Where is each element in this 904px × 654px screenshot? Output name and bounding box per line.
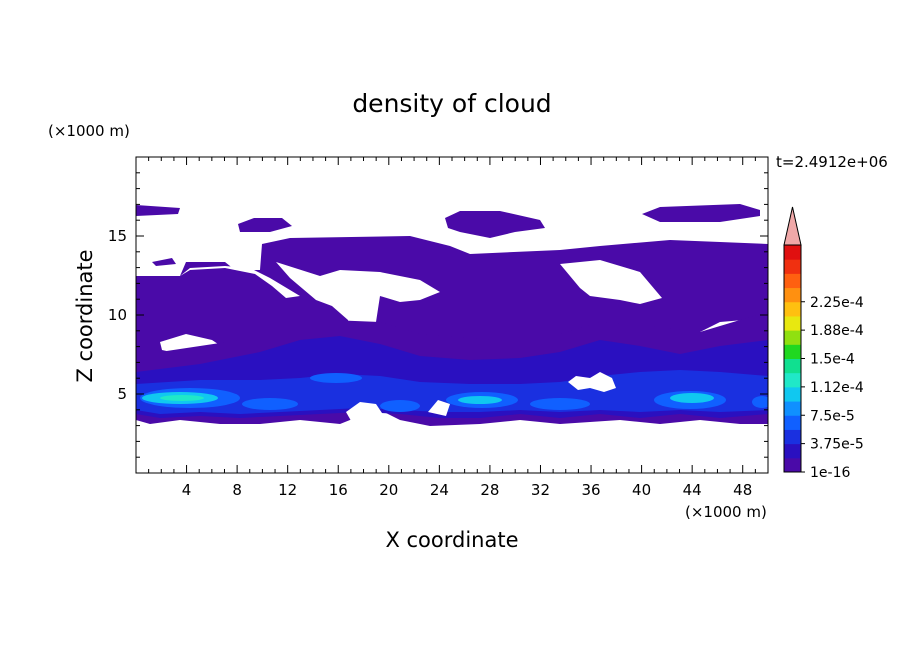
colorbar-swatch — [784, 259, 801, 274]
colorbar-tick-label: 1e-16 — [810, 465, 850, 481]
colorbar-swatch — [784, 245, 801, 260]
cloud-density-field — [136, 204, 768, 428]
colorbar-swatch — [784, 330, 801, 345]
colorbar-swatch — [784, 315, 801, 331]
dense-core — [530, 398, 590, 410]
colorbar-swatch — [784, 358, 801, 374]
time-label: t=2.4912e+06 — [776, 153, 888, 171]
x-tick-label: 32 — [531, 481, 550, 499]
clear-air-hole — [180, 266, 300, 298]
colorbar-swatch — [784, 443, 801, 459]
x-tick-label: 24 — [430, 481, 449, 499]
x-unit-label: (×1000 m) — [685, 503, 767, 521]
dense-core — [458, 396, 502, 404]
colorbar-swatch — [784, 401, 801, 416]
y-tick-label: 15 — [108, 227, 127, 245]
colorbar-swatch — [784, 457, 801, 473]
clear-air-hole — [276, 262, 440, 336]
colorbar-extend-arrow — [783, 206, 802, 246]
y-tick-label: 5 — [117, 385, 127, 403]
clear-air-pocket — [568, 372, 616, 392]
dense-core — [670, 393, 714, 403]
upper-cloud-patch — [152, 258, 176, 266]
colorbar-swatch — [784, 344, 801, 359]
colorbar-tick-label: 1.12e-4 — [810, 380, 864, 396]
x-tick-label: 28 — [480, 481, 499, 499]
x-tick-label: 4 — [182, 481, 192, 499]
y-axis-title: Z coordinate — [73, 249, 97, 382]
dense-core — [310, 373, 362, 383]
x-tick-label: 12 — [278, 481, 297, 499]
clear-air-pocket — [346, 402, 384, 428]
colorbar-tick-label: 7.5e-5 — [810, 408, 855, 424]
clear-air-hole — [560, 260, 662, 304]
upper-cloud-patch — [238, 218, 292, 232]
dense-core — [752, 396, 768, 408]
colorbar-swatch — [784, 429, 801, 445]
colorbar-swatch — [784, 415, 801, 430]
upper-cloud-patch — [136, 205, 180, 216]
colorbar: 1e-16 3.75e-5 7.5e-5 1.12e-4 1.5e-4 1.88e-4 2.… — [783, 206, 864, 481]
x-tick-label: 8 — [232, 481, 242, 499]
colorbar-swatch — [784, 372, 801, 388]
x-tick-label: 16 — [329, 481, 348, 499]
x-tick-label: 40 — [632, 481, 651, 499]
colorbar-tick-label: 2.25e-4 — [810, 295, 864, 311]
x-axis-ticks: 4 8 12 16 20 24 28 32 36 40 44 48 — [148, 157, 756, 499]
colorbar-tick-label: 3.75e-5 — [810, 437, 864, 453]
x-tick-label: 44 — [683, 481, 702, 499]
upper-cloud-patch — [642, 204, 760, 222]
colorbar-swatch — [784, 386, 801, 402]
chart-title: density of cloud — [352, 89, 551, 118]
y-axis-ticks: 5 10 15 — [108, 172, 768, 458]
colorbar-tick-label: 1.88e-4 — [810, 323, 864, 339]
x-tick-label: 48 — [733, 481, 752, 499]
clear-air-pocket — [428, 400, 450, 416]
dense-core — [380, 400, 420, 412]
y-tick-label: 10 — [108, 306, 127, 324]
x-tick-label: 36 — [581, 481, 600, 499]
colorbar-tick-label: 1.5e-4 — [810, 352, 855, 368]
x-axis-title: X coordinate — [385, 528, 518, 552]
y-unit-label: (×1000 m) — [48, 122, 130, 140]
x-tick-label: 20 — [379, 481, 398, 499]
colorbar-swatch — [784, 301, 801, 317]
dense-core — [242, 398, 298, 410]
dense-core — [160, 395, 204, 401]
upper-cloud-patch — [445, 211, 545, 238]
colorbar-swatch — [784, 287, 801, 303]
colorbar-swatch — [784, 273, 801, 289]
